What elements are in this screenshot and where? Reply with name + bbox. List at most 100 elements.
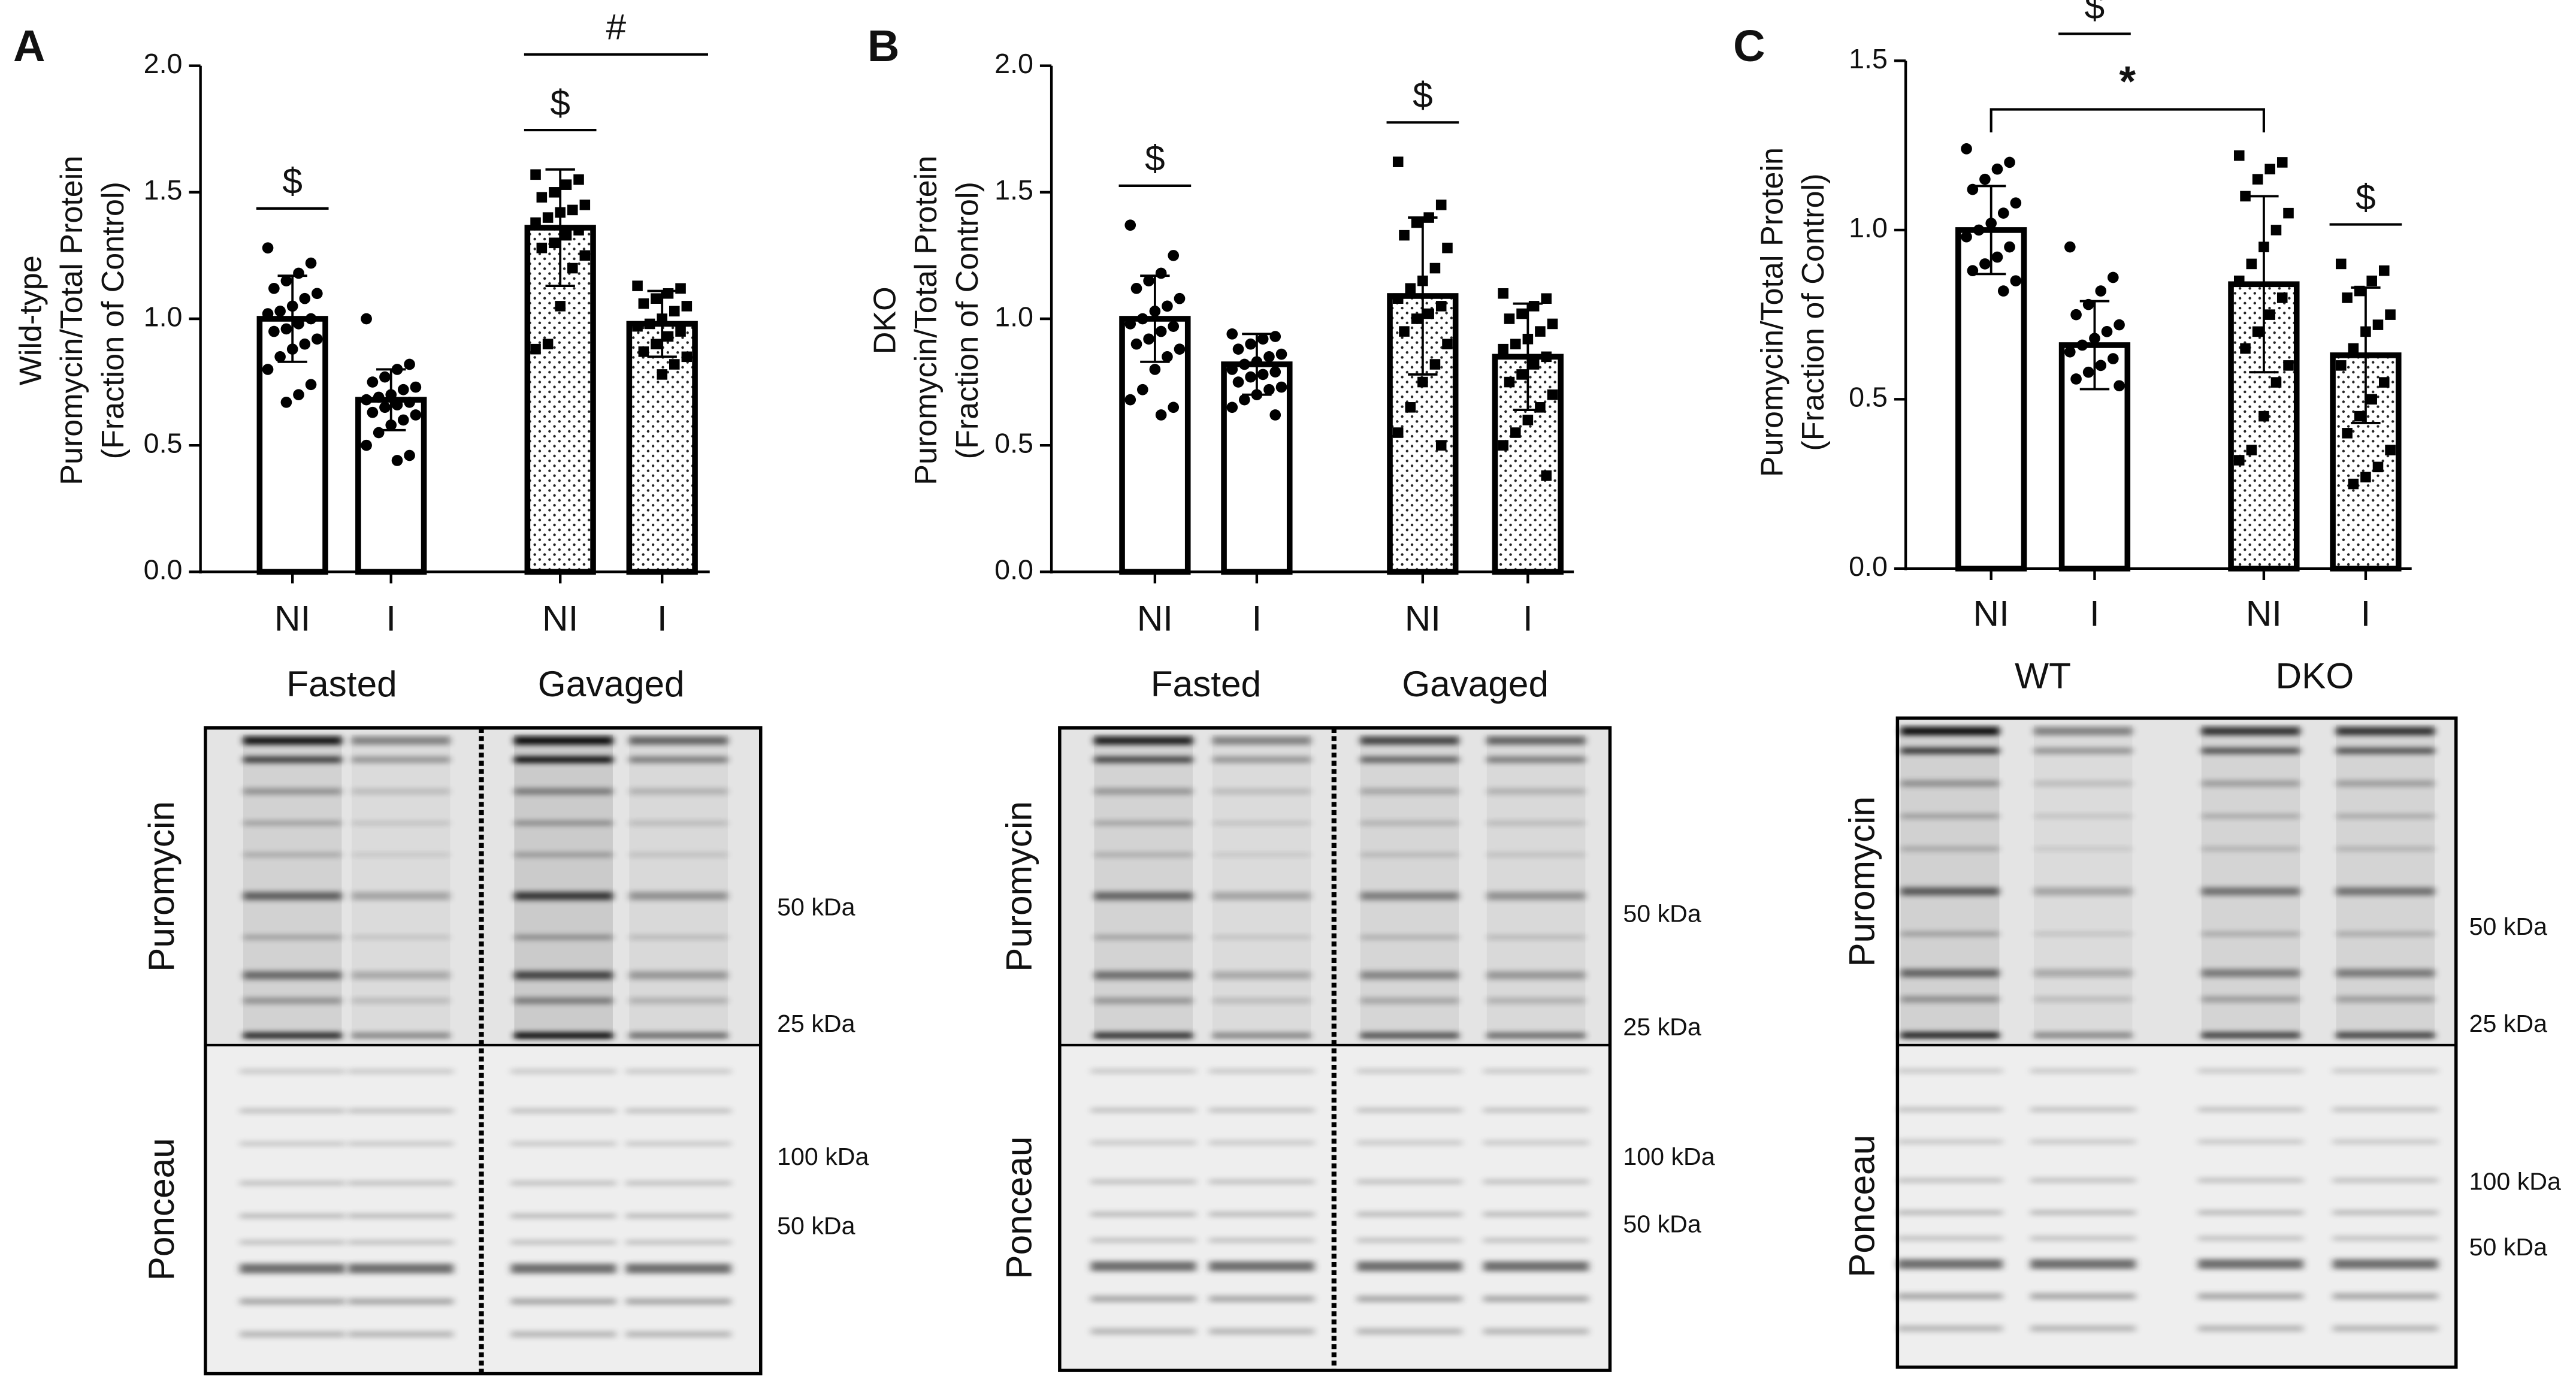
data-point xyxy=(1174,292,1186,304)
blot-band xyxy=(240,1240,345,1245)
blot-band xyxy=(2333,1236,2438,1241)
blot-band xyxy=(2336,931,2435,937)
data-point xyxy=(2004,241,2015,253)
data-point xyxy=(542,339,554,350)
group-label: Gavaged xyxy=(1402,663,1549,704)
blot-band xyxy=(1486,820,1586,826)
blot-band xyxy=(2030,1177,2136,1183)
data-point xyxy=(1547,389,1558,400)
y-axis-label: Wild-type xyxy=(14,255,49,385)
data-point xyxy=(2270,225,2282,235)
data-point xyxy=(1991,163,2003,175)
blot-band xyxy=(514,736,613,745)
data-point xyxy=(1535,402,1546,413)
data-point xyxy=(2246,445,2257,455)
blot-band xyxy=(629,997,728,1004)
data-point xyxy=(299,338,311,350)
blot-smear xyxy=(2336,724,2435,1039)
blot-band xyxy=(2333,1107,2438,1112)
blot-band xyxy=(1483,1107,1589,1113)
mw-marker: 50 kDa xyxy=(777,1212,855,1239)
group-label: Fasted xyxy=(286,663,397,704)
blot-band xyxy=(1094,788,1193,795)
mw-marker: 100 kDa xyxy=(1623,1143,1715,1170)
blot-band xyxy=(625,1068,731,1074)
data-point xyxy=(1275,348,1287,360)
blot-band xyxy=(1900,813,2000,819)
data-point xyxy=(651,293,661,304)
data-point xyxy=(312,288,323,300)
blot-band xyxy=(1897,1293,2003,1300)
data-point xyxy=(2385,445,2396,455)
blot-band xyxy=(1360,997,1459,1004)
blot-band xyxy=(1090,1261,1196,1272)
data-point xyxy=(549,187,560,198)
blot-band xyxy=(348,1298,453,1305)
blot-band xyxy=(629,736,728,745)
data-point xyxy=(404,397,415,408)
data-point xyxy=(1435,301,1447,312)
x-tick-label: NI xyxy=(1137,598,1173,639)
blot-band xyxy=(629,892,728,901)
data-point xyxy=(2010,275,2022,286)
blot-label: Ponceau xyxy=(1841,1135,1882,1278)
blot-band xyxy=(1486,935,1586,940)
data-point xyxy=(2276,157,2288,168)
blot-band xyxy=(2198,1139,2303,1145)
data-point xyxy=(2264,164,2275,175)
data-point xyxy=(1257,333,1269,345)
data-point xyxy=(1435,440,1447,451)
bar xyxy=(1955,227,2027,572)
blot-band xyxy=(240,1298,345,1305)
blot-band xyxy=(2333,1139,2438,1145)
blot-band xyxy=(510,1108,616,1113)
blot-band xyxy=(2033,727,2133,736)
data-point xyxy=(1143,333,1154,345)
data-point xyxy=(391,364,403,375)
blot-band xyxy=(2030,1293,2136,1300)
blot-band xyxy=(348,1108,453,1113)
blot-band xyxy=(2336,780,2435,787)
blot-band xyxy=(2336,996,2435,1003)
blot-band xyxy=(1090,1140,1196,1146)
blot-band xyxy=(1897,1236,2003,1241)
data-point xyxy=(1522,334,1534,345)
data-point xyxy=(305,313,317,325)
blot-band xyxy=(625,1213,731,1219)
data-point xyxy=(1973,224,1985,236)
blot-band xyxy=(243,1032,342,1039)
y-tick-label: 2.0 xyxy=(994,48,1033,79)
y-axis-label: (Fraction of Control) xyxy=(950,182,985,459)
blot-band xyxy=(1897,1177,2003,1183)
data-point xyxy=(2378,265,2390,276)
blot-band xyxy=(625,1141,731,1146)
blot-band xyxy=(1094,971,1193,980)
blot-band xyxy=(351,1032,451,1039)
blot-band xyxy=(1360,971,1459,980)
blot-band xyxy=(1483,1237,1589,1243)
data-point xyxy=(536,242,548,253)
blot-band xyxy=(514,820,613,826)
data-point xyxy=(379,401,391,413)
data-point xyxy=(1399,230,1410,241)
data-point xyxy=(1967,183,1979,195)
blot-band xyxy=(1483,1068,1589,1074)
blot-band xyxy=(2198,1259,2303,1269)
data-point xyxy=(681,351,693,363)
western-blot xyxy=(204,726,763,1376)
blot-band xyxy=(243,820,342,826)
blot-band xyxy=(1900,969,2000,977)
blot-band xyxy=(2333,1068,2438,1074)
data-point xyxy=(1979,258,1991,270)
panel: A Wild-type Puromycin/Total Protein (Fracti… xyxy=(13,7,869,1376)
blot-band xyxy=(2033,887,2133,896)
y-tick-label: 1.5 xyxy=(994,174,1033,206)
blot-band xyxy=(514,788,613,795)
data-point xyxy=(373,427,385,439)
blot-band xyxy=(514,997,613,1004)
x-tick-label: I xyxy=(2090,593,2100,633)
data-point xyxy=(2336,258,2347,270)
blot-band xyxy=(629,1032,728,1039)
data-point xyxy=(397,414,409,426)
data-point xyxy=(312,333,323,345)
